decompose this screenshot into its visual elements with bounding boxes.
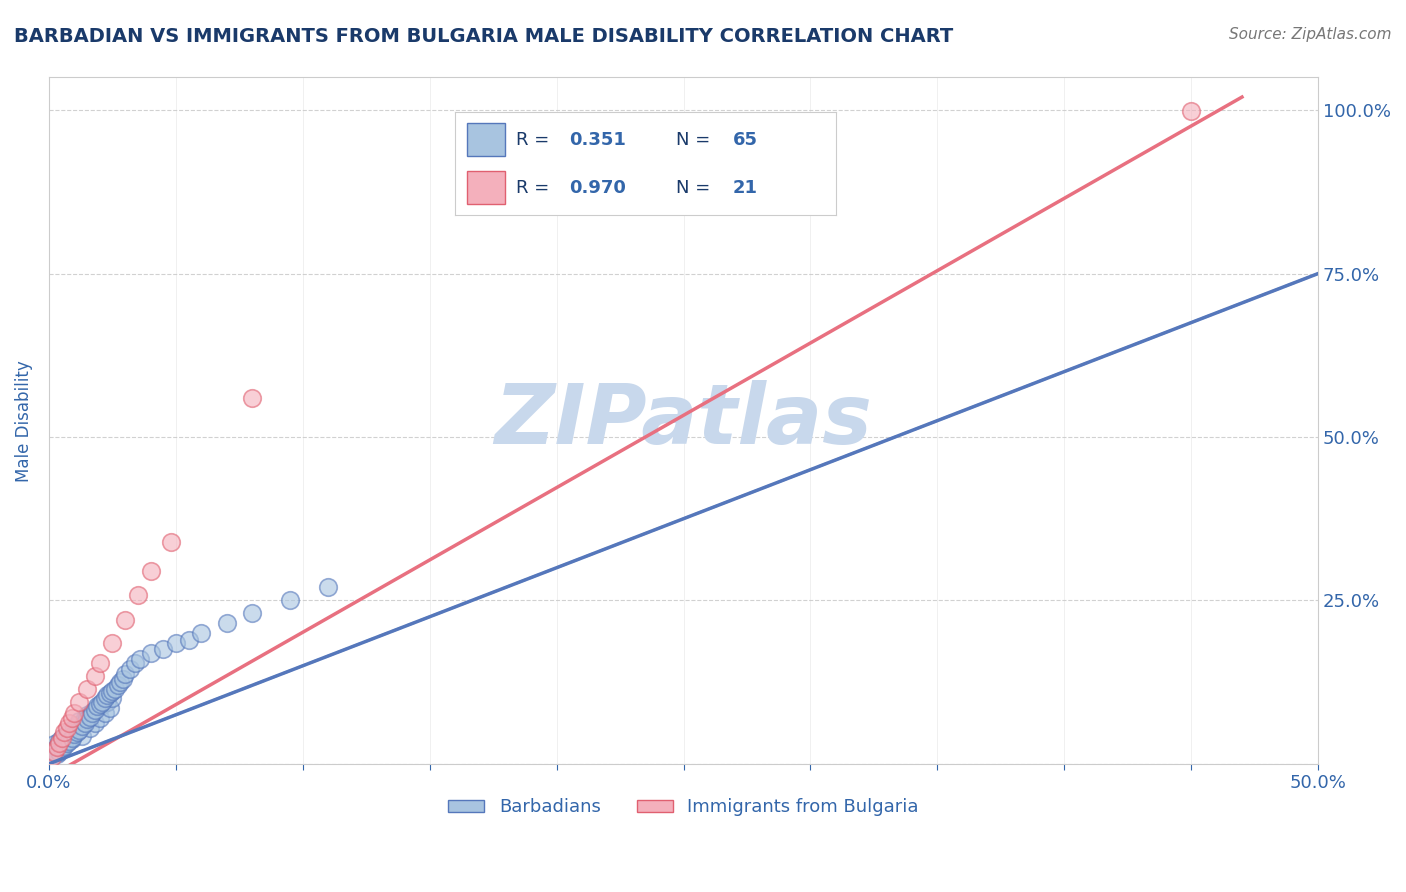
Point (98, 701, 121, 715)
Point (1180, 104, 1202, 119)
Point (86, 699, 108, 714)
Point (120, 662, 142, 676)
Point (70, 730, 93, 744)
Point (91, 698, 114, 712)
Point (60, 731, 83, 746)
Point (83, 716, 105, 731)
Point (67, 723, 90, 737)
Point (101, 691, 124, 706)
Point (94, 691, 117, 706)
Point (63, 727, 86, 741)
Point (51, 731, 73, 745)
Point (55, 721, 77, 735)
Point (58, 724, 80, 739)
Point (127, 588, 149, 602)
Point (51, 742, 73, 756)
Point (76, 712, 98, 726)
Point (152, 642, 174, 657)
Point (67, 714, 90, 729)
Point (66, 725, 89, 739)
Point (70, 719, 93, 733)
Point (58, 734, 80, 748)
Point (63, 706, 86, 720)
Text: Source: ZipAtlas.com: Source: ZipAtlas.com (1229, 27, 1392, 42)
Point (73, 716, 96, 731)
Point (67, 695, 90, 709)
Point (89, 656, 111, 670)
Point (129, 652, 152, 666)
Point (165, 636, 187, 650)
Point (55, 736, 77, 750)
Point (111, 672, 134, 686)
Point (101, 636, 124, 650)
Point (41, 750, 63, 764)
Point (316, 580, 339, 594)
Point (45, 747, 67, 761)
Point (63, 721, 86, 735)
Point (215, 616, 238, 631)
Point (240, 607, 263, 621)
Point (278, 593, 301, 607)
Point (48, 736, 70, 750)
Point (104, 681, 127, 696)
Point (139, 646, 162, 660)
Point (79, 710, 101, 724)
Point (83, 668, 105, 682)
Point (73, 711, 96, 725)
Point (42, 745, 65, 759)
Point (94, 706, 117, 720)
Point (42, 737, 65, 751)
Point (107, 678, 129, 692)
Point (91, 695, 114, 709)
Point (79, 721, 101, 735)
Point (98, 686, 121, 700)
Point (76, 707, 98, 722)
Point (240, 391, 263, 405)
Point (89, 697, 111, 711)
Text: BARBADIAN VS IMMIGRANTS FROM BULGARIA MALE DISABILITY CORRELATION CHART: BARBADIAN VS IMMIGRANTS FROM BULGARIA MA… (14, 27, 953, 45)
Y-axis label: Male Disability: Male Disability (15, 359, 32, 482)
Point (45, 740, 67, 755)
Point (48, 734, 70, 748)
Point (114, 666, 136, 681)
Point (83, 703, 105, 717)
Point (41, 744, 63, 758)
Point (177, 632, 200, 647)
Point (159, 534, 181, 549)
Point (86, 701, 108, 715)
Point (82, 706, 104, 720)
Point (58, 716, 80, 731)
Point (96, 688, 118, 702)
Point (53, 725, 76, 739)
Point (190, 626, 212, 640)
Point (45, 740, 67, 755)
Legend: Barbadians, Immigrants from Bulgaria: Barbadians, Immigrants from Bulgaria (441, 791, 927, 823)
Point (139, 564, 162, 578)
Point (66, 717, 89, 731)
Point (101, 683, 124, 698)
Point (51, 731, 73, 745)
Point (53, 737, 76, 751)
Text: ZIPatlas: ZIPatlas (495, 380, 873, 461)
Point (82, 705, 104, 719)
Point (96, 695, 118, 709)
Point (124, 656, 146, 670)
Point (55, 727, 77, 741)
Point (60, 711, 83, 725)
Point (53, 739, 76, 753)
Point (76, 681, 98, 696)
Point (48, 745, 70, 759)
Point (114, 613, 136, 627)
Point (89, 711, 111, 725)
Point (108, 675, 131, 690)
Point (60, 731, 83, 745)
